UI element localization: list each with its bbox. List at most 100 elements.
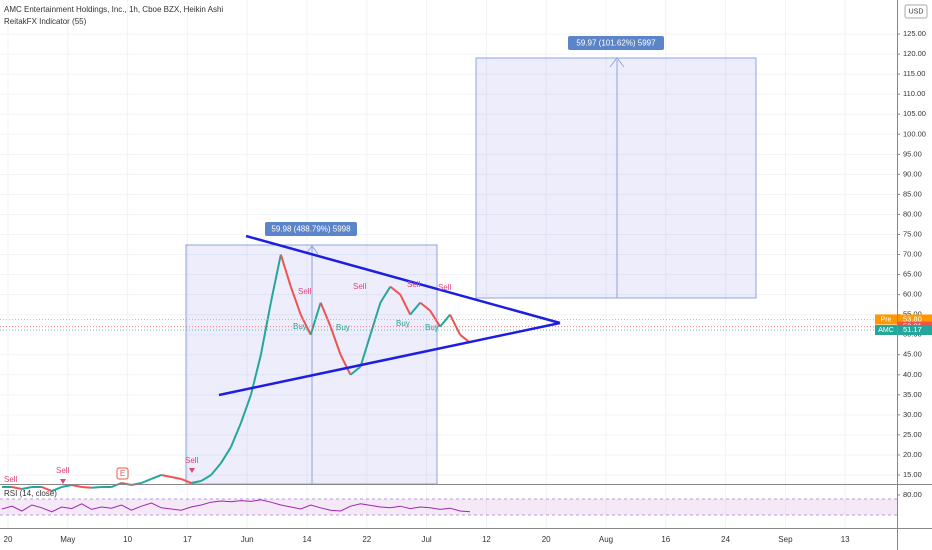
price-segment [210, 462, 222, 476]
price-tag-label: 53.80 [903, 314, 922, 323]
x-tick-label: Aug [599, 535, 613, 544]
y-tick-label: 65.00 [903, 270, 922, 279]
earnings-label: E [120, 469, 125, 478]
price-tag-label: 51.17 [903, 325, 922, 334]
price-segment [150, 474, 162, 480]
price-segment [439, 314, 451, 328]
price-segment [240, 394, 252, 424]
price-segment [61, 484, 72, 488]
price-segment [220, 446, 232, 464]
price-segment [161, 474, 172, 478]
x-tick-label: 12 [482, 535, 491, 544]
y-tick-label: 35.00 [903, 390, 922, 399]
x-tick-label: 22 [362, 535, 371, 544]
price-tag [898, 325, 932, 336]
buy-signal: Buy [425, 323, 439, 332]
indicator-name: ReitakFX Indicator (55) [4, 17, 87, 26]
y-tick-label: 20.00 [903, 450, 922, 459]
price-segment [81, 486, 92, 489]
y-tick-label: 80.00 [903, 209, 922, 218]
price-tag-name-bg [875, 314, 897, 325]
grid [0, 0, 897, 528]
price-segment [319, 302, 332, 328]
price-segment [359, 334, 372, 368]
price-segment [349, 365, 362, 376]
price-segment [309, 302, 322, 335]
price-segment [180, 478, 192, 484]
y-tick-label: 80.00 [903, 490, 922, 499]
price-segment [299, 314, 312, 336]
x-tick-label: 20 [4, 535, 13, 544]
y-tick-label: 25.00 [903, 430, 922, 439]
price-segment [369, 302, 382, 335]
price-segment [329, 326, 342, 356]
earnings-badge [116, 467, 129, 480]
sell-signal: Sell [438, 283, 452, 292]
y-tick-label: 95.00 [903, 149, 922, 158]
price-tag-name: AMC [878, 327, 894, 334]
price-segment [269, 254, 282, 303]
price-segment [419, 301, 431, 312]
x-tick-label: 16 [661, 535, 670, 544]
price-segment [171, 476, 182, 480]
price-segment [339, 354, 352, 376]
measure-label-bg [568, 36, 664, 50]
y-tick-label: 30.00 [903, 410, 922, 419]
sell-signal: Sell [4, 475, 18, 484]
currency-badge [904, 4, 928, 19]
x-tick-label: 13 [841, 535, 850, 544]
sell-signal: Sell [56, 466, 70, 475]
x-tick-label: 24 [721, 535, 730, 544]
price-segment [71, 484, 82, 488]
price-segment [200, 474, 212, 482]
price-segment [91, 486, 102, 489]
y-tick-label: 125.00 [903, 29, 926, 38]
measure-label-bg [265, 222, 357, 236]
chart-title: AMC Entertainment Holdings, Inc., 1h, Cb… [4, 5, 223, 14]
sell-signal: Sell [298, 287, 312, 296]
price-segment [289, 286, 302, 315]
x-tick-label: 10 [123, 535, 132, 544]
y-tick-label: 70.00 [903, 250, 922, 259]
sell-signal: Sell [353, 282, 367, 291]
price-tag-name-bg [875, 325, 897, 336]
measure-box [475, 57, 757, 299]
currency: USD [909, 8, 924, 15]
price-segment [379, 286, 392, 304]
measure-label: 59.97 (101.62%) 5997 [576, 39, 656, 48]
y-tick-label: 90.00 [903, 169, 922, 178]
y-tick-label: 40.00 [903, 370, 922, 379]
buy-signal: Buy [336, 323, 350, 332]
x-tick-label: 14 [303, 535, 312, 544]
buy-signal: Buy [396, 319, 410, 328]
y-tick-label: 85.00 [903, 189, 922, 198]
y-tick-label: 105.00 [903, 109, 926, 118]
price-segment [429, 310, 441, 328]
price-segment [141, 478, 152, 484]
price-tag [898, 314, 932, 325]
price-segment [259, 302, 272, 355]
arrow-head [609, 57, 625, 68]
price-segment [111, 482, 122, 488]
rsi-pane [0, 498, 897, 516]
y-tick-label: 55.00 [903, 310, 922, 319]
price-segment [399, 294, 412, 316]
price-segment [389, 285, 401, 296]
y-tick-label: 100.00 [903, 129, 926, 138]
y-tick-label: 120.00 [903, 49, 926, 58]
x-tick-label: Jun [241, 535, 254, 544]
y-tick-label: 110.00 [903, 89, 925, 98]
x-tick-label: 17 [183, 535, 192, 544]
x-tick-label: Sep [778, 535, 793, 544]
price-segment [190, 480, 202, 484]
y-tick-label: 15.00 [903, 470, 922, 479]
y-tick-label: 45.00 [903, 350, 922, 359]
price-segment [279, 254, 292, 287]
price-segment [449, 314, 461, 336]
sell-signal: Sell [185, 456, 199, 465]
sell-arrow [189, 468, 195, 473]
price-segment [230, 422, 242, 448]
measure-label: 59.98 (488.79%) 5998 [271, 225, 351, 234]
buy-signal: Buy [293, 322, 307, 331]
